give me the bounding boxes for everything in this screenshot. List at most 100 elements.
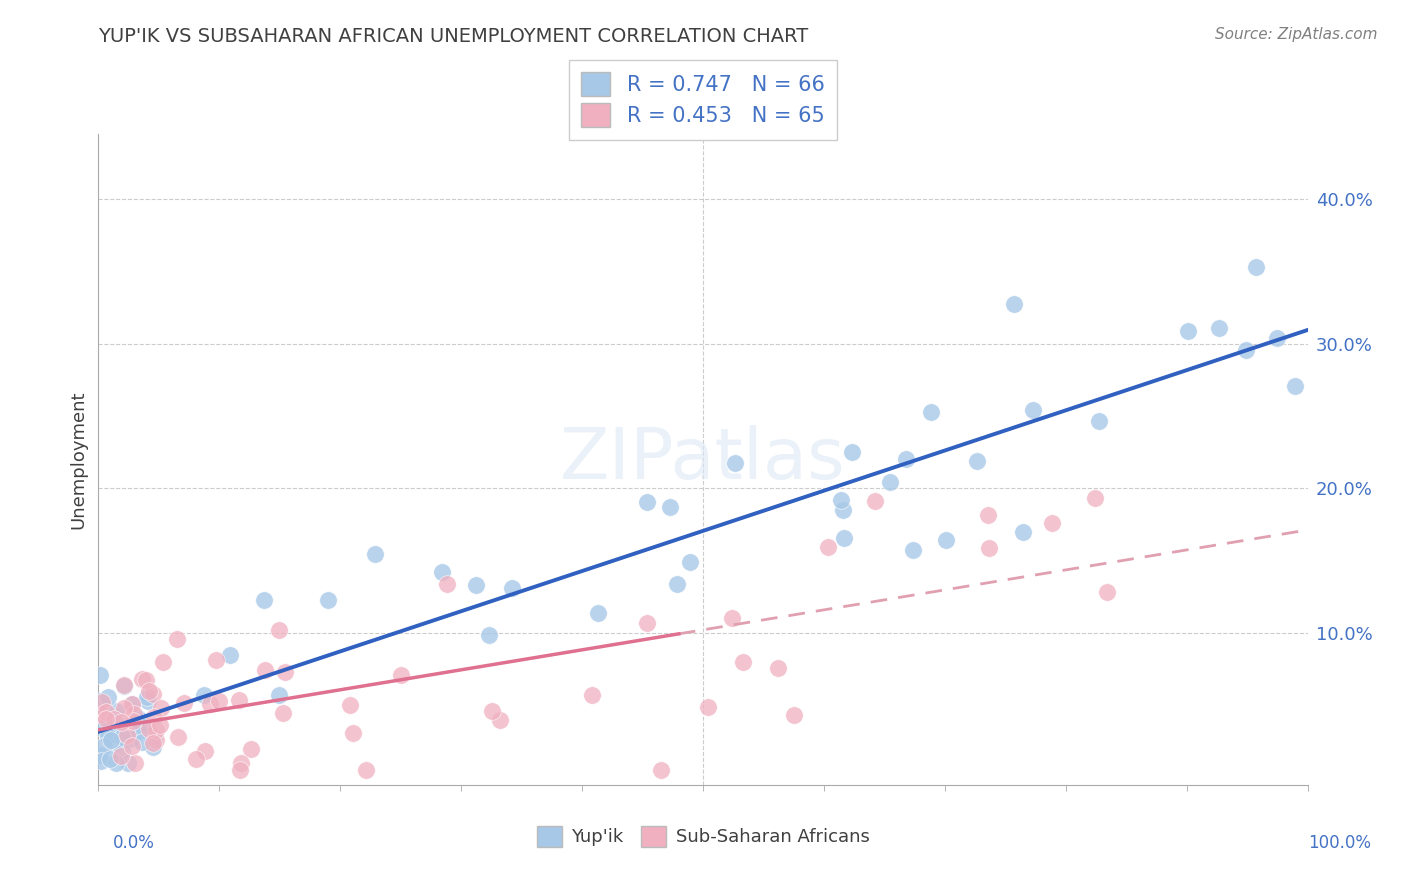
Point — [1097, 585, 1119, 599]
Point — [89, 668, 111, 682]
Point — [1088, 414, 1111, 428]
Point — [920, 404, 942, 418]
Point — [94, 712, 117, 726]
Text: 100.0%: 100.0% — [1308, 834, 1371, 852]
Point — [696, 700, 718, 714]
Point — [142, 687, 165, 701]
Point — [269, 688, 291, 702]
Y-axis label: Unemployment: Unemployment — [69, 390, 87, 529]
Point — [465, 578, 488, 592]
Point — [138, 683, 160, 698]
Point — [1246, 260, 1268, 275]
Point — [1177, 325, 1199, 339]
Point — [145, 723, 167, 738]
Point — [96, 705, 118, 719]
Point — [135, 673, 157, 688]
Point — [1265, 331, 1288, 345]
Point — [98, 752, 121, 766]
Point — [207, 694, 229, 708]
Point — [121, 739, 143, 753]
Point — [1022, 403, 1045, 417]
Point — [193, 688, 215, 702]
Point — [1084, 491, 1107, 506]
Point — [103, 735, 125, 749]
Point — [666, 577, 689, 591]
Point — [879, 475, 901, 490]
Point — [104, 727, 127, 741]
Point — [121, 714, 143, 728]
Point — [142, 733, 165, 747]
Point — [118, 732, 141, 747]
Point — [131, 735, 153, 749]
Point — [198, 697, 221, 711]
Text: 0.0%: 0.0% — [112, 834, 155, 852]
Point — [724, 456, 747, 470]
Point — [97, 729, 120, 743]
Point — [93, 739, 115, 753]
Point — [253, 593, 276, 607]
Point — [112, 678, 135, 692]
Point — [97, 690, 120, 704]
Point — [1208, 321, 1230, 335]
Point — [218, 648, 240, 662]
Point — [768, 661, 790, 675]
Point — [253, 663, 276, 677]
Point — [901, 542, 924, 557]
Point — [679, 555, 702, 569]
Point — [364, 547, 387, 561]
Point — [731, 655, 754, 669]
Point — [111, 744, 134, 758]
Point — [979, 541, 1001, 556]
Point — [581, 688, 603, 702]
Point — [636, 495, 658, 509]
Point — [152, 655, 174, 669]
Point — [90, 721, 112, 735]
Point — [128, 723, 150, 738]
Point — [110, 715, 132, 730]
Point — [184, 752, 207, 766]
Point — [131, 672, 153, 686]
Point — [977, 508, 1000, 522]
Point — [124, 706, 146, 721]
Point — [110, 730, 132, 744]
Point — [316, 592, 339, 607]
Point — [103, 713, 125, 727]
Point — [430, 565, 453, 579]
Point — [110, 748, 132, 763]
Point — [966, 454, 988, 468]
Point — [481, 705, 503, 719]
Point — [105, 704, 128, 718]
Legend: Yup'ik, Sub-Saharan Africans: Yup'ik, Sub-Saharan Africans — [530, 819, 876, 854]
Text: Source: ZipAtlas.com: Source: ZipAtlas.com — [1215, 27, 1378, 42]
Point — [121, 697, 143, 711]
Point — [166, 632, 188, 646]
Point — [830, 493, 852, 508]
Point — [436, 576, 458, 591]
Point — [354, 764, 377, 778]
Point — [650, 764, 672, 778]
Point — [1011, 525, 1033, 540]
Point — [100, 733, 122, 747]
Point — [194, 744, 217, 758]
Point — [149, 718, 172, 732]
Point — [342, 726, 364, 740]
Point — [173, 696, 195, 710]
Point — [90, 706, 112, 721]
Point — [267, 623, 290, 637]
Point — [658, 500, 681, 515]
Text: ZIPatlas: ZIPatlas — [560, 425, 846, 494]
Point — [229, 764, 252, 778]
Point — [142, 736, 165, 750]
Point — [501, 581, 523, 595]
Point — [1004, 297, 1026, 311]
Point — [100, 729, 122, 743]
Point — [90, 695, 112, 709]
Point — [136, 694, 159, 708]
Point — [115, 728, 138, 742]
Point — [1284, 379, 1306, 393]
Point — [112, 679, 135, 693]
Point — [1234, 343, 1257, 357]
Point — [89, 693, 111, 707]
Point — [832, 531, 855, 545]
Point — [105, 710, 128, 724]
